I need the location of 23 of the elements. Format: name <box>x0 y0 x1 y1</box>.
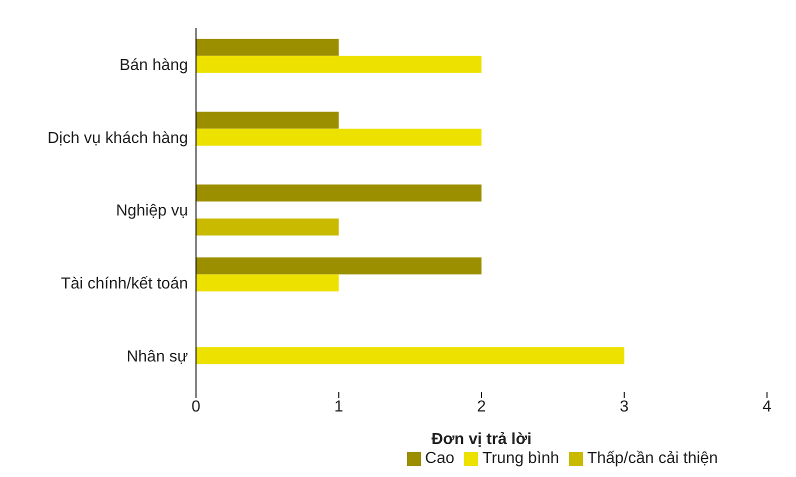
x-tick-label: 4 <box>762 398 772 416</box>
bar <box>196 274 339 292</box>
bar <box>196 112 339 129</box>
bar <box>196 184 482 202</box>
legend-label: Cao <box>425 450 454 467</box>
x-tick-label: 0 <box>192 398 201 416</box>
y-tick-label: Nghiệp vụ <box>116 202 188 220</box>
bar <box>196 257 482 274</box>
bar <box>196 218 339 236</box>
legend-label: Trung bình <box>482 450 560 467</box>
x-tick-label: 1 <box>334 398 344 416</box>
bar <box>196 347 624 364</box>
y-tick-label: Bán hàng <box>119 57 188 74</box>
y-tick-label: Tài chính/kết toán <box>60 275 188 292</box>
bar <box>196 56 482 73</box>
bar <box>196 128 482 146</box>
x-tick-label: 3 <box>620 398 629 416</box>
bar <box>196 38 339 56</box>
y-tick-label: Dịch vụ khách hàng <box>47 130 188 147</box>
x-axis-title: Đơn vị trả lời <box>431 431 532 448</box>
y-tick-label: Nhân sự <box>126 348 188 366</box>
x-tick-label: 2 <box>477 398 486 416</box>
legend-label: Thấp/cần cải thiện <box>587 450 718 467</box>
